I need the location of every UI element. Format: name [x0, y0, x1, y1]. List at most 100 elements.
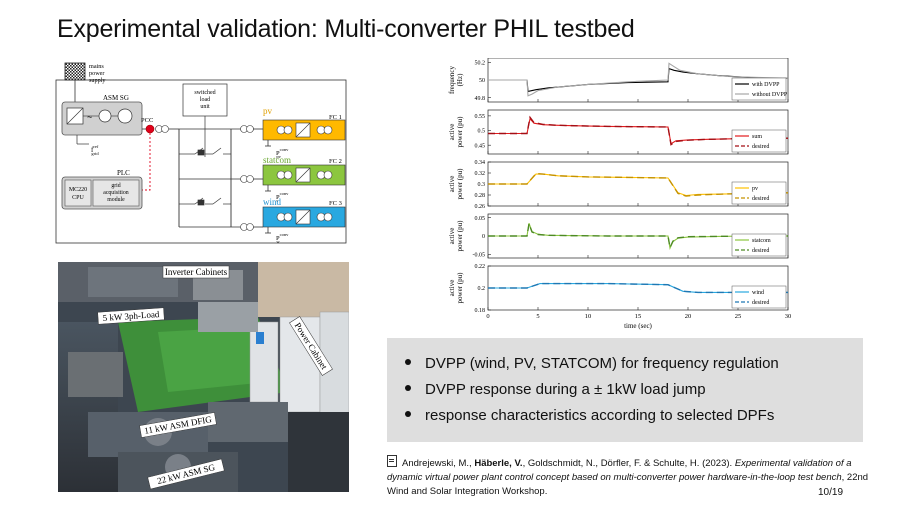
- chart-1-ytick-label: 0.55: [475, 114, 486, 120]
- bullet-text: DVPP (wind, PV, STATCOM) for frequency r…: [425, 355, 779, 372]
- chart-0-ytick-label: 50.2: [475, 61, 486, 67]
- chart-4-ytick-label: 0.2: [478, 286, 486, 292]
- photo-label-inverter: Inverter Cabinets: [165, 267, 228, 277]
- key-points-box: DVPP (wind, PV, STATCOM) for frequency r…: [387, 338, 863, 442]
- chart-4-ytick-label: 0.22: [475, 264, 486, 270]
- citation-venue: , 22nd Wind and Solar Integration Worksh…: [387, 472, 869, 497]
- grid-module-label-1: grid: [111, 183, 120, 189]
- chart-4-xtick-label: 25: [735, 313, 742, 320]
- slide-title: Experimental validation: Multi-converter…: [57, 15, 635, 43]
- asm-sg-label: ASM SG: [103, 94, 129, 102]
- bullet-dot-icon: [405, 385, 411, 392]
- bullet-item: DVPP response during a ± 1kW load jump: [405, 377, 863, 403]
- switch-group: [179, 147, 231, 206]
- pcc-label: PCC: [141, 117, 153, 124]
- converter-glyphs: [276, 122, 333, 225]
- chart-2-ytick-label: 0.28: [475, 193, 486, 199]
- chart-3-ylabel: power (pu): [456, 220, 464, 252]
- chart-2-legend-label: desired: [752, 196, 769, 202]
- statcom-fc: FC 2: [329, 158, 342, 165]
- chart-0-series-1: [488, 62, 789, 97]
- grid-module-label-2: acquisition: [103, 190, 129, 196]
- chart-4-ylabel: power (pu): [456, 272, 464, 304]
- chart-3-ylabel: active: [448, 228, 456, 245]
- chart-4-xtick-label: 0: [486, 313, 489, 320]
- chart-0-ylabel: frequency: [448, 66, 456, 94]
- chart-2-ylabel: power (pu): [456, 168, 464, 200]
- ac-symbol: ~: [87, 112, 92, 122]
- wind-power-label: Pconv w: [276, 232, 289, 244]
- citation: Andrejewski, M., Häberle, V., Goldschmid…: [387, 455, 877, 499]
- chart-1-ylabel: power (pu): [456, 116, 464, 148]
- chart-1-legend-label: sum: [752, 134, 762, 140]
- chart-4-xtick-label: 5: [536, 313, 539, 320]
- switched-load-label-2: load: [200, 97, 210, 103]
- page-number: 10/19: [818, 487, 844, 498]
- chart-1-ytick-label: 0.5: [478, 129, 486, 135]
- chart-3-legend-label: statcom: [752, 238, 771, 244]
- chart-1-ytick-label: 0.45: [475, 143, 486, 149]
- chart-4-xlabel: time (sec): [624, 322, 652, 330]
- chart-1-series-1: [488, 115, 789, 146]
- chart-1-legend-label: desired: [752, 144, 769, 150]
- switched-load-unit: switched load unit: [182, 83, 228, 117]
- chart-4-xtick-label: 30: [785, 313, 792, 320]
- document-icon: [387, 455, 397, 467]
- chart-4-xtick-label: 15: [635, 313, 642, 320]
- citation-authors-post: , Goldschmidt, N., Dörfler, F. & Schulte…: [522, 458, 735, 469]
- citation-author-highlight: Häberle, V.: [474, 458, 523, 469]
- pv-fc: FC 1: [329, 114, 342, 121]
- chart-4-xtick-label: 20: [685, 313, 692, 320]
- chart-3-legend-label: desired: [752, 248, 769, 254]
- chart-2-ytick-label: 0.26: [475, 204, 486, 210]
- wind-name: wind: [263, 197, 282, 207]
- bullet-item: response characteristics according to se…: [405, 403, 863, 429]
- chart-2-ylabel: active: [448, 176, 456, 193]
- asm-sg-unit: ASM SG ~: [61, 94, 143, 136]
- switched-load-label-3: unit: [200, 104, 210, 110]
- citation-title: Experimental validation of a dynamic vir…: [387, 458, 852, 483]
- chart-3-series-1: [488, 221, 788, 250]
- chart-1-ylabel: active: [448, 124, 456, 141]
- cpu-label-1: MC220: [69, 187, 87, 193]
- switched-load-label-1: switched: [194, 90, 215, 96]
- statcom-name: statcom: [263, 155, 291, 165]
- chart-3-ytick-label: 0: [482, 234, 485, 240]
- chart-4-xtick-label: 10: [585, 313, 592, 320]
- chart-4-legend-label: desired: [752, 300, 769, 306]
- chart-0-ylabel: (Hz): [456, 73, 464, 86]
- chart-4-ytick-label: 0.18: [475, 308, 486, 314]
- testbed-schematic: mains power supply ASM SG ~ fref grid PCC…: [55, 62, 347, 244]
- chart-3-ytick-label: -0.05: [473, 253, 486, 259]
- mains-label-2: power: [89, 70, 104, 77]
- chart-0-ytick-label: 50: [479, 78, 485, 84]
- chart-3-ytick-label: 0.05: [475, 216, 486, 222]
- f-grid-label: fref grid: [91, 144, 99, 156]
- bullet-dot-icon: [405, 359, 411, 366]
- pv-name: pv: [263, 106, 273, 116]
- chart-2-ytick-label: 0.34: [475, 160, 486, 166]
- grid-module-label-3: module: [107, 197, 125, 203]
- chart-4-legend-label: wind: [752, 290, 764, 296]
- chart-0-ytick-label: 49.8: [475, 96, 486, 102]
- bullet-text: response characteristics according to se…: [425, 407, 775, 424]
- chart-2-ytick-label: 0.3: [478, 182, 486, 188]
- chart-2-ytick-label: 0.32: [475, 171, 486, 177]
- mains-label-3: supply: [89, 77, 106, 84]
- chart-2-series-1: [488, 172, 789, 197]
- statcom-power-label: Pconv s: [276, 191, 289, 203]
- wind-fc: FC 3: [329, 200, 342, 207]
- cpu-label-2: CPU: [72, 195, 84, 201]
- photo-label-load: 5 kW 3ph-Load: [102, 309, 160, 323]
- schematic-frame: [55, 79, 347, 244]
- mains-supply: mains power supply: [64, 62, 106, 84]
- bullet-text: DVPP response during a ± 1kW load jump: [425, 381, 706, 398]
- chart-0-legend-label: with DVPP: [752, 82, 780, 88]
- bullet-dot-icon: [405, 411, 411, 418]
- plc-label: PLC: [117, 169, 130, 177]
- chart-0-legend-label: without DVPP: [752, 92, 788, 98]
- chart-2-legend-label: pv: [752, 186, 758, 192]
- citation-authors-pre: Andrejewski, M.,: [402, 458, 475, 469]
- mains-label-1: mains: [89, 63, 104, 70]
